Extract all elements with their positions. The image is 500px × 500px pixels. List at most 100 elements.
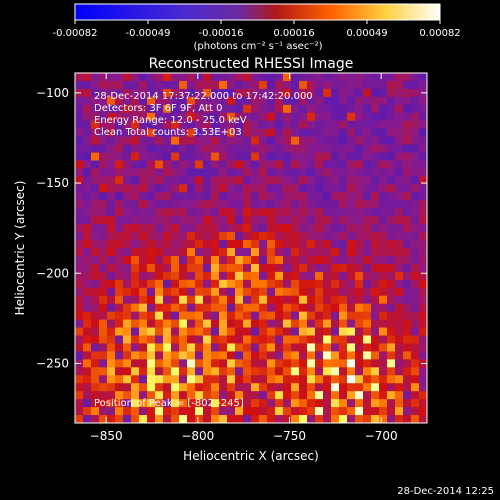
heatmap-cell bbox=[219, 327, 228, 337]
heatmap-cell bbox=[395, 216, 404, 225]
heatmap-cell bbox=[411, 327, 420, 337]
heatmap-cell bbox=[355, 200, 364, 209]
heatmap-cell bbox=[179, 112, 188, 122]
heatmap-cell bbox=[339, 271, 348, 281]
heatmap-cell bbox=[419, 399, 427, 408]
heatmap-cell bbox=[315, 96, 324, 106]
heatmap-cell bbox=[155, 271, 164, 281]
heatmap-cell bbox=[283, 375, 292, 384]
heatmap-cell bbox=[251, 112, 260, 122]
heatmap-cell bbox=[83, 327, 92, 337]
heatmap-cell bbox=[283, 335, 292, 345]
heatmap-cell bbox=[419, 271, 427, 281]
heatmap-cell bbox=[235, 391, 244, 400]
heatmap-cell bbox=[411, 335, 420, 345]
y-axis-label: Heliocentric Y (arcsec) bbox=[13, 181, 27, 316]
heatmap-cell bbox=[387, 136, 396, 146]
heatmap-cell bbox=[323, 311, 332, 321]
peak-label: Position of Peak = [-802,-245] bbox=[94, 398, 244, 409]
heatmap-cell bbox=[123, 399, 132, 408]
heatmap-cell bbox=[115, 160, 124, 170]
heatmap-cell bbox=[363, 279, 372, 289]
heatmap-cell bbox=[307, 407, 316, 416]
heatmap-cell bbox=[403, 184, 412, 193]
heatmap-cell bbox=[403, 327, 412, 337]
heatmap-cell bbox=[227, 295, 236, 305]
heatmap-cell bbox=[235, 407, 244, 416]
heatmap-cell bbox=[243, 96, 252, 106]
heatmap-cell bbox=[395, 311, 404, 321]
heatmap-cell bbox=[203, 136, 212, 146]
heatmap-cell bbox=[203, 88, 212, 98]
heatmap-cell bbox=[219, 232, 228, 241]
heatmap-cell bbox=[139, 88, 148, 98]
heatmap-cell bbox=[147, 335, 156, 345]
heatmap-cell bbox=[203, 367, 212, 376]
heatmap-cell bbox=[323, 343, 332, 352]
heatmap-cell bbox=[163, 80, 172, 90]
heatmap-cell bbox=[331, 255, 340, 265]
heatmap-cell bbox=[403, 232, 412, 241]
heatmap-cell bbox=[275, 152, 284, 162]
heatmap-cell bbox=[307, 263, 316, 273]
heatmap-cell bbox=[123, 351, 132, 360]
heatmap-cell bbox=[187, 168, 196, 177]
heatmap-cell bbox=[267, 232, 276, 241]
heatmap-cell bbox=[379, 200, 388, 209]
heatmap-cell bbox=[331, 80, 340, 90]
heatmap-cell bbox=[211, 240, 220, 249]
heatmap-cell bbox=[275, 200, 284, 209]
heatmap-cell bbox=[283, 136, 292, 146]
heatmap-cell bbox=[155, 112, 164, 122]
heatmap-cell bbox=[123, 383, 132, 392]
heatmap-cell bbox=[99, 216, 108, 225]
heatmap-cell bbox=[291, 335, 300, 345]
heatmap-cell bbox=[131, 224, 140, 233]
heatmap-cell bbox=[99, 80, 108, 90]
heatmap-cell bbox=[203, 295, 212, 305]
heatmap-cell bbox=[139, 327, 148, 337]
heatmap-cell bbox=[403, 136, 412, 146]
heatmap-cell bbox=[235, 359, 244, 368]
heatmap-cell bbox=[355, 216, 364, 225]
heatmap-cell bbox=[139, 152, 148, 162]
heatmap-cell bbox=[307, 240, 316, 249]
heatmap-cell bbox=[83, 128, 92, 138]
heatmap-cell bbox=[99, 391, 108, 400]
heatmap-cell bbox=[275, 144, 284, 154]
heatmap-cell bbox=[419, 176, 427, 185]
heatmap-cell bbox=[347, 295, 356, 305]
heatmap-cell bbox=[363, 303, 372, 313]
heatmap-cell bbox=[227, 351, 236, 360]
heatmap-cell bbox=[203, 343, 212, 352]
heatmap-cell bbox=[155, 240, 164, 249]
heatmap-cell bbox=[203, 160, 212, 170]
heatmap-cell bbox=[355, 96, 364, 106]
heatmap-cell bbox=[139, 319, 148, 329]
heatmap-cell bbox=[355, 375, 364, 384]
heatmap-cell bbox=[227, 415, 236, 423]
heatmap-cell bbox=[147, 248, 156, 257]
heatmap-cell bbox=[115, 96, 124, 106]
heatmap-cell bbox=[363, 327, 372, 337]
heatmap-cell bbox=[235, 120, 244, 130]
heatmap-cell bbox=[339, 232, 348, 241]
heatmap-cell bbox=[331, 327, 340, 337]
heatmap-cell bbox=[115, 319, 124, 329]
heatmap-cell bbox=[291, 303, 300, 313]
heatmap-cell bbox=[83, 224, 92, 233]
heatmap-cell bbox=[91, 407, 100, 416]
heatmap-cell bbox=[347, 136, 356, 146]
heatmap-cell bbox=[371, 192, 380, 201]
heatmap-cell bbox=[243, 120, 252, 130]
heatmap-cell bbox=[363, 295, 372, 305]
heatmap-cell bbox=[315, 279, 324, 289]
heatmap-cell bbox=[395, 120, 404, 130]
heatmap-cell bbox=[91, 128, 100, 138]
heatmap-cell bbox=[219, 160, 228, 170]
heatmap-cell bbox=[139, 224, 148, 233]
heatmap-cell bbox=[379, 152, 388, 162]
heatmap-cell bbox=[283, 327, 292, 337]
heatmap-cell bbox=[99, 383, 108, 392]
heatmap-cell bbox=[187, 415, 196, 423]
